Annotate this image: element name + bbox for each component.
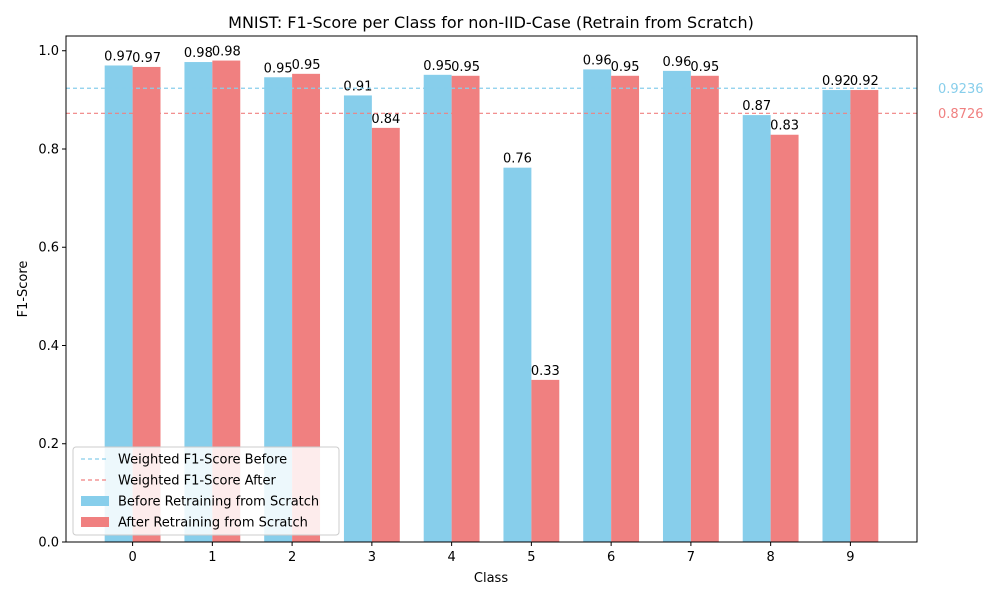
value-label-after-4: 0.95: [451, 60, 480, 75]
value-label-after-2: 0.95: [292, 58, 321, 73]
value-label-after-3: 0.84: [371, 112, 400, 127]
bar-before-5: [503, 167, 532, 542]
x-tick-label-8: 8: [767, 550, 775, 565]
x-tick-label-6: 6: [607, 550, 615, 565]
legend-before-label: Before Retraining from Scratch: [118, 495, 319, 510]
value-label-before-9: 0.92: [822, 74, 851, 89]
value-label-before-7: 0.96: [662, 55, 691, 70]
y-tick-label-0.6: 0.6: [38, 241, 59, 256]
legend-before-swatch: [81, 496, 109, 506]
plot-area: 0.97 0.980.950.910.950.760.96 0.960.870.92…: [38, 35, 984, 565]
y-tick-label-0.4: 0.4: [38, 339, 59, 354]
value-label-before-0: 0.97: [104, 49, 133, 64]
bar-after-9: [850, 90, 879, 543]
bar-before-7: [662, 70, 691, 542]
y-tick-label-0.8: 0.8: [38, 142, 59, 157]
x-tick-label-3: 3: [368, 550, 376, 565]
bar-before-6: [583, 69, 612, 542]
bar-after-4: [451, 75, 480, 542]
value-label-before-2: 0.95: [264, 61, 293, 76]
legend-weighted-after-label: Weighted F1-Score After: [118, 474, 277, 489]
bar-after-5: [531, 379, 560, 542]
x-tick-label-2: 2: [288, 550, 296, 565]
value-label-after-1: 0.98: [212, 45, 241, 60]
y-axis-label: F1-Score: [16, 261, 31, 318]
bar-before-3: [343, 95, 372, 542]
value-label-before-1: 0.98: [184, 46, 213, 61]
bar-after-6: [611, 75, 640, 542]
bar-after-8: [770, 134, 799, 542]
bar-before-8: [742, 115, 771, 542]
x-tick-label-7: 7: [687, 550, 695, 565]
x-tick-label-1: 1: [208, 550, 216, 565]
value-label-after-0: 0.97: [132, 51, 161, 66]
legend-weighted-before-label: Weighted F1-Score Before: [118, 453, 287, 468]
bar-after-3: [371, 127, 400, 542]
x-axis-label: Class: [474, 571, 508, 586]
y-tick-label-0.0: 0.0: [38, 536, 59, 551]
plot-frame: [65, 35, 918, 543]
bar-before-9: [822, 90, 851, 543]
bar-after-7: [690, 75, 719, 542]
legend: [72, 446, 340, 536]
x-tick-label-0: 0: [128, 550, 136, 565]
value-label-after-8: 0.83: [770, 119, 799, 134]
weighted-f1-after-value: 0.8726: [938, 107, 984, 122]
value-label-after-7: 0.95: [690, 60, 719, 75]
value-label-after-5: 0.33: [531, 364, 560, 379]
value-label-before-6: 0.96: [583, 53, 612, 68]
legend-after-swatch: [81, 517, 109, 527]
y-tick-label-1.0: 1.0: [38, 44, 59, 59]
legend-after-label: After Retraining from Scratch: [118, 516, 308, 531]
value-label-before-4: 0.95: [423, 59, 452, 74]
value-label-before-3: 0.91: [343, 79, 372, 94]
bar-before-4: [423, 74, 452, 543]
value-label-after-6: 0.95: [611, 60, 640, 75]
chart-title: MNIST: F1-Score per Class for non-IID-Ca…: [228, 13, 754, 32]
value-label-after-9: 0.92: [850, 74, 879, 89]
x-tick-label-5: 5: [527, 550, 535, 565]
weighted-f1-before-value: 0.9236: [938, 82, 984, 97]
y-tick-label-0.2: 0.2: [38, 437, 59, 452]
value-label-before-8: 0.87: [742, 99, 771, 114]
x-tick-label-9: 9: [846, 550, 854, 565]
value-label-before-5: 0.76: [503, 152, 532, 167]
x-tick-label-4: 4: [447, 550, 455, 565]
